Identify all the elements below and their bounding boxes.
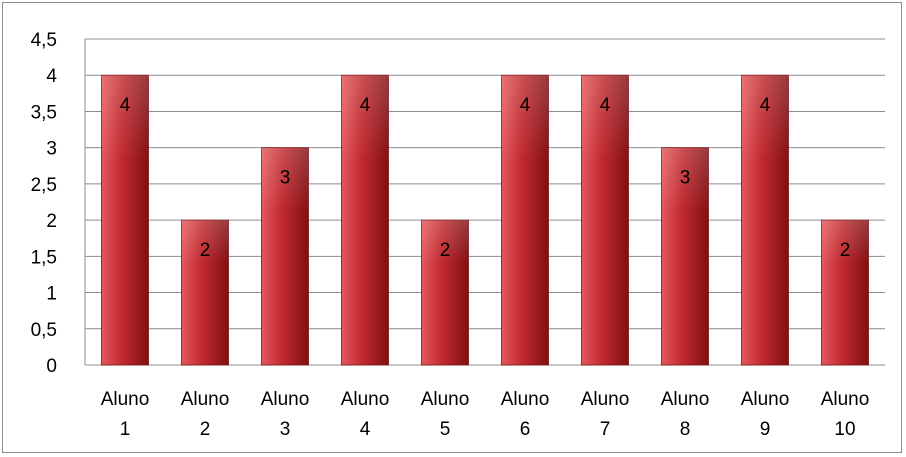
data-labels: 4 2 3 4 2 4 4 3 4 2 bbox=[120, 95, 851, 261]
x-category-label: 7 bbox=[600, 419, 611, 440]
bars bbox=[101, 74, 869, 366]
x-category-label: Aluno bbox=[421, 389, 470, 410]
x-category-label: 10 bbox=[834, 419, 855, 440]
x-category-label: Aluno bbox=[821, 389, 870, 410]
data-label: 4 bbox=[600, 95, 611, 116]
y-tick-label: 3,5 bbox=[31, 102, 57, 123]
x-category-label: 6 bbox=[520, 419, 531, 440]
bar-highlight bbox=[821, 220, 869, 365]
x-axis-category-labels: Aluno 1 Aluno 2 Aluno 3 Aluno 4 Aluno 5 Aluno 6 Alun… bbox=[101, 389, 870, 440]
data-label: 4 bbox=[360, 95, 371, 116]
bar-highlight bbox=[741, 75, 789, 365]
bar-highlight bbox=[581, 75, 629, 365]
bar-highlight bbox=[181, 220, 229, 365]
bar-highlight bbox=[261, 147, 309, 365]
data-label: 3 bbox=[280, 168, 291, 189]
data-label: 4 bbox=[760, 95, 771, 116]
bar-highlight bbox=[101, 75, 149, 365]
x-category-label: Aluno bbox=[501, 389, 550, 410]
x-category-label: Aluno bbox=[101, 389, 150, 410]
y-tick-label: 1,5 bbox=[31, 247, 57, 268]
data-label: 4 bbox=[120, 95, 131, 116]
y-tick-label: 0,5 bbox=[31, 320, 57, 341]
y-tick-label: 3 bbox=[46, 139, 57, 160]
data-label: 2 bbox=[440, 240, 451, 261]
y-tick-label: 4 bbox=[46, 66, 57, 87]
y-tick-label: 4,5 bbox=[31, 30, 57, 51]
x-category-label: Aluno bbox=[581, 389, 630, 410]
y-tick-label: 2,5 bbox=[31, 175, 57, 196]
x-category-label: Aluno bbox=[341, 389, 390, 410]
x-category-label: 3 bbox=[280, 419, 291, 440]
x-category-label: 9 bbox=[760, 419, 771, 440]
bar-highlight bbox=[661, 147, 709, 365]
y-tick-label: 2 bbox=[46, 211, 57, 232]
y-axis-tick-labels: 0 0,5 1 1,5 2 2,5 3 3,5 4 4,5 bbox=[31, 30, 58, 377]
x-category-label: 1 bbox=[120, 419, 131, 440]
bar-highlight bbox=[421, 220, 469, 365]
x-category-label: Aluno bbox=[741, 389, 790, 410]
data-label: 2 bbox=[200, 240, 211, 261]
x-category-label: 2 bbox=[200, 419, 211, 440]
data-label: 3 bbox=[680, 168, 691, 189]
x-category-label: Aluno bbox=[181, 389, 230, 410]
x-category-label: 5 bbox=[440, 419, 451, 440]
y-tick-label: 1 bbox=[46, 284, 57, 305]
x-category-label: Aluno bbox=[661, 389, 710, 410]
bar-highlight bbox=[341, 75, 389, 365]
data-label: 4 bbox=[520, 95, 531, 116]
data-label: 2 bbox=[840, 240, 851, 261]
bar-highlight bbox=[501, 75, 549, 365]
x-category-label: Aluno bbox=[261, 389, 310, 410]
y-tick-label: 0 bbox=[46, 356, 57, 377]
x-category-label: 4 bbox=[360, 419, 371, 440]
x-category-label: 8 bbox=[680, 419, 691, 440]
